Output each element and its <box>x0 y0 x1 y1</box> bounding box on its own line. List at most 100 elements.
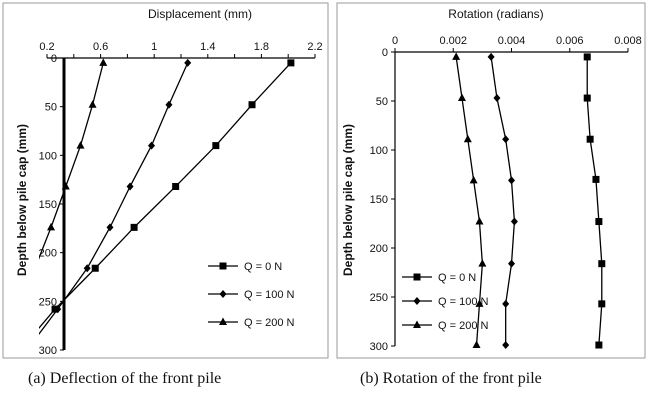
chart-a-point-diamond <box>184 58 192 67</box>
caption-a: (a) Deflection of the front pile <box>28 370 222 387</box>
chart-b-point-square <box>583 94 591 102</box>
chart-b-point-square <box>595 341 603 349</box>
chart-b-legend-label: Q = 0 N <box>438 272 476 284</box>
chart-a-y-axis-title: Depth below pile cap (mm) <box>15 124 29 276</box>
chart-a-point-square <box>287 59 295 67</box>
chart-a-point-square <box>17 347 24 354</box>
chart-b-point-triangle <box>463 134 472 143</box>
chart-a-point-diamond <box>106 223 114 232</box>
chart-b-point-diamond <box>502 299 510 308</box>
chart-a-x-tick-label: 1 <box>151 41 157 53</box>
chart-b-y-axis-title: Depth below pile cap (mm) <box>341 124 355 276</box>
chart-b-series-line-3 <box>455 56 484 346</box>
chart-a-point-square <box>212 142 220 150</box>
chart-b-x-tick-label: 0.002 <box>439 35 467 47</box>
chart-a-point-diamond <box>126 182 134 191</box>
chart-a-point-triangle <box>61 181 70 190</box>
chart-b-y-tick-label: 0 <box>382 47 388 59</box>
chart-a-x-tick-label: 0.6 <box>93 41 108 53</box>
chart-b-point-triangle <box>475 217 484 225</box>
chart-a-y-tick-label: 300 <box>39 345 57 357</box>
chart-b-series-line-1 <box>586 56 603 346</box>
chart-a-y-tick-label: 100 <box>39 150 57 162</box>
chart-a-border <box>2 2 329 359</box>
chart-b-point-diamond <box>493 94 501 103</box>
chart-a-point-triangle <box>76 141 85 149</box>
chart-b-legend-marker <box>413 273 421 281</box>
chart-a-legend-label: Q = 100 N <box>244 289 295 301</box>
chart-a-point-square <box>172 182 180 190</box>
chart-b-point-triangle <box>472 340 481 349</box>
chart-b-x-axis-title: Rotation (radians) <box>448 7 543 21</box>
chart-b-legend-label: Q = 100 N <box>438 296 489 308</box>
chart-b-point-diamond <box>508 176 515 185</box>
chart-a-legend: Q = 0 N Q = 100 N Q = 200 N <box>208 261 295 329</box>
caption-b: (b) Rotation of the front pile <box>360 370 542 387</box>
chart-a-legend-marker <box>219 262 227 270</box>
chart-b-point-square <box>595 218 603 226</box>
chart-a-y-tick-label: 250 <box>39 296 57 308</box>
chart-b-y-tick-label: 100 <box>370 145 388 157</box>
chart-a-y-tick-label: 50 <box>45 102 57 114</box>
chart-a-x-axis-title: Displacement (mm) <box>148 7 252 21</box>
chart-a-point-square <box>248 101 256 109</box>
chart-b-y-tick-label: 300 <box>370 341 388 353</box>
chart-b-legend-label: Q = 200 N <box>438 320 489 332</box>
chart-a-point-diamond <box>83 264 91 273</box>
chart-b-x-tick-label: 0.004 <box>498 35 526 47</box>
chart-b-point-triangle <box>457 93 466 102</box>
chart-b-series-group <box>452 52 606 350</box>
chart-b-point-diamond <box>508 259 515 268</box>
chart-b-point-triangle <box>469 175 478 184</box>
chart-b-series-line-2 <box>490 56 516 346</box>
chart-b-point-square <box>598 260 606 268</box>
chart-b-point-square <box>598 300 606 308</box>
chart-b-point-square <box>592 175 600 183</box>
chart-a-x-tick-label: 1.4 <box>200 41 215 53</box>
chart-a-y-tick-label: 200 <box>39 248 57 260</box>
chart-b-legend-marker <box>413 320 421 328</box>
chart-b-y-tick-label: 200 <box>370 243 388 255</box>
chart-a-point-square <box>130 223 138 231</box>
chart-a-y-tick-label: 0 <box>51 53 57 65</box>
chart-b-x-tick-label: 0.008 <box>614 35 642 47</box>
chart-b-point-diamond <box>487 52 495 61</box>
chart-b-x-tick-label: 0 <box>392 35 398 47</box>
chart-a-point-triangle <box>8 305 16 313</box>
chart-a-series-group <box>8 58 295 354</box>
chart-a-x-tick-label: 2.2 <box>307 41 322 53</box>
chart-a-point-diamond <box>54 305 62 314</box>
chart-a-x-tick-label: 0.2 <box>39 41 54 53</box>
chart-a-plot-area: 0.2 0.6 1 1.4 1.8 2.2 0 50 100 150 200 250 300 Q = 0 … <box>8 41 323 357</box>
chart-a-point-triangle <box>47 222 56 231</box>
chart-a-legend-label: Q = 0 N <box>244 261 282 273</box>
chart-a-point-diamond <box>23 346 30 354</box>
chart-b-legend-marker <box>413 297 421 305</box>
chart-b-x-tick-label: 0.006 <box>556 35 584 47</box>
chart-b-point-triangle <box>475 299 484 307</box>
chart-b-point-diamond <box>502 341 510 350</box>
chart-a-legend-marker <box>219 317 227 325</box>
chart-b-point-triangle <box>478 259 487 267</box>
chart-a-point-triangle <box>88 100 97 108</box>
chart-a-series-line-1 <box>39 62 292 329</box>
chart-b-point-diamond <box>510 217 518 226</box>
chart-a-point-triangle <box>31 264 39 272</box>
chart-a-x-tick-label: 1.8 <box>254 41 269 53</box>
chart-a-legend-label: Q = 200 N <box>244 317 295 329</box>
chart-b-border <box>336 2 646 359</box>
chart-b-plot-area: 0 0.002 0.004 0.006 0.008 0 50 100 150 200 250 300 Q… <box>370 35 642 353</box>
chart-a-y-tick-label: 150 <box>39 199 57 211</box>
chart-b-point-diamond <box>502 135 510 144</box>
chart-a-point-square <box>91 264 99 272</box>
chart-b-y-tick-label: 250 <box>370 292 388 304</box>
chart-b-point-square <box>583 53 591 61</box>
chart-b-y-tick-label: 50 <box>376 96 388 108</box>
chart-a-series-line-2 <box>39 62 189 336</box>
deflection-chart: Displacement (mm) Depth below pile cap (… <box>2 2 329 359</box>
chart-a-point-diamond <box>165 100 173 109</box>
chart-b-point-square <box>586 135 594 143</box>
chart-b-legend: Q = 0 N Q = 100 N Q = 200 N <box>402 272 489 332</box>
chart-a-point-diamond <box>148 141 156 150</box>
